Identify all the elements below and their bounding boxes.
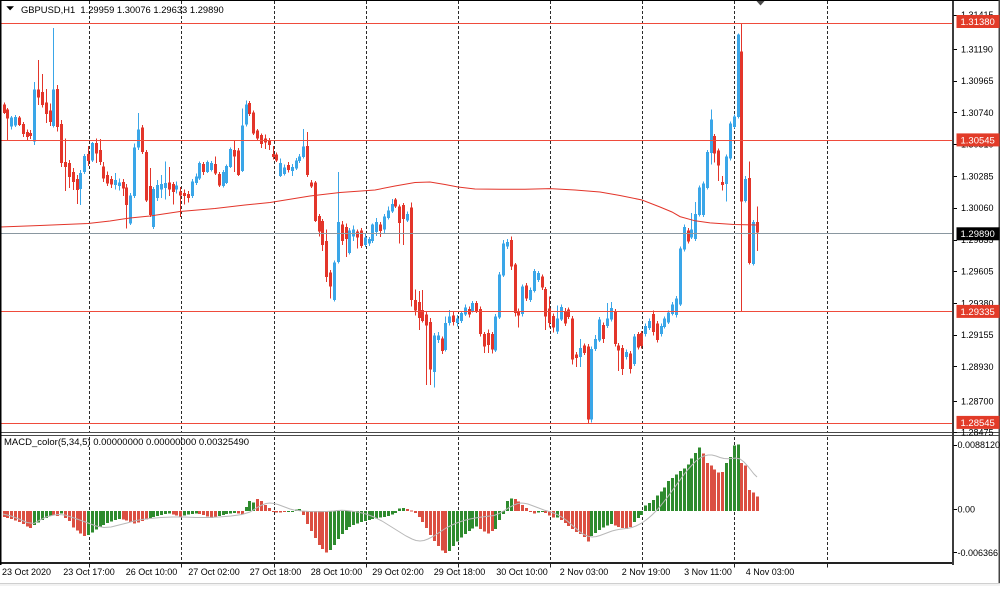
svg-text:23 Oct 17:00: 23 Oct 17:00: [63, 567, 115, 577]
svg-text:1.29605: 1.29605: [961, 267, 994, 277]
svg-text:3 Nov 11:00: 3 Nov 11:00: [684, 567, 732, 577]
svg-text:1.30740: 1.30740: [961, 108, 994, 118]
svg-text:23 Oct 2020: 23 Oct 2020: [2, 567, 51, 577]
svg-text:30 Oct 10:00: 30 Oct 10:00: [496, 567, 548, 577]
svg-text:1.30545: 1.30545: [961, 135, 995, 146]
svg-text:27 Oct 02:00: 27 Oct 02:00: [188, 567, 240, 577]
svg-text:1.30285: 1.30285: [961, 171, 994, 181]
svg-text:2 Nov 03:00: 2 Nov 03:00: [560, 567, 609, 577]
svg-text:27 Oct 18:00: 27 Oct 18:00: [250, 567, 302, 577]
svg-text:1.30060: 1.30060: [961, 203, 994, 213]
svg-text:1.28930: 1.28930: [961, 362, 994, 372]
svg-text:1.29335: 1.29335: [961, 307, 995, 318]
svg-text:26 Oct 10:00: 26 Oct 10:00: [126, 567, 178, 577]
svg-text:29 Oct 18:00: 29 Oct 18:00: [434, 567, 486, 577]
svg-text:1.31190: 1.31190: [961, 44, 993, 54]
svg-text:1.28475: 1.28475: [961, 428, 994, 438]
svg-text:4 Nov 03:00: 4 Nov 03:00: [746, 567, 795, 577]
svg-text:-0.006366: -0.006366: [958, 548, 999, 558]
svg-text:0.0088120: 0.0088120: [958, 440, 1000, 450]
svg-text:28 Oct 10:00: 28 Oct 10:00: [311, 567, 363, 577]
svg-text:1.31380: 1.31380: [961, 17, 995, 28]
svg-text:29 Oct 02:00: 29 Oct 02:00: [372, 567, 424, 577]
svg-text:0.00: 0.00: [958, 505, 976, 515]
svg-text:1.29890: 1.29890: [961, 229, 995, 240]
svg-text:1.30965: 1.30965: [961, 76, 994, 86]
svg-text:2 Nov 19:00: 2 Nov 19:00: [622, 567, 671, 577]
svg-text:MACD_color(5,34,5) 0.00000000: MACD_color(5,34,5) 0.00000000 0.00000000…: [4, 437, 249, 448]
svg-text:GBPUSD,H1 1.29959 1.30076 1.2: GBPUSD,H1 1.29959 1.30076 1.29633 1.2989…: [21, 4, 224, 15]
svg-text:1.28700: 1.28700: [961, 396, 994, 406]
svg-text:1.29155: 1.29155: [961, 330, 994, 340]
svg-text:1.28545: 1.28545: [961, 418, 995, 429]
